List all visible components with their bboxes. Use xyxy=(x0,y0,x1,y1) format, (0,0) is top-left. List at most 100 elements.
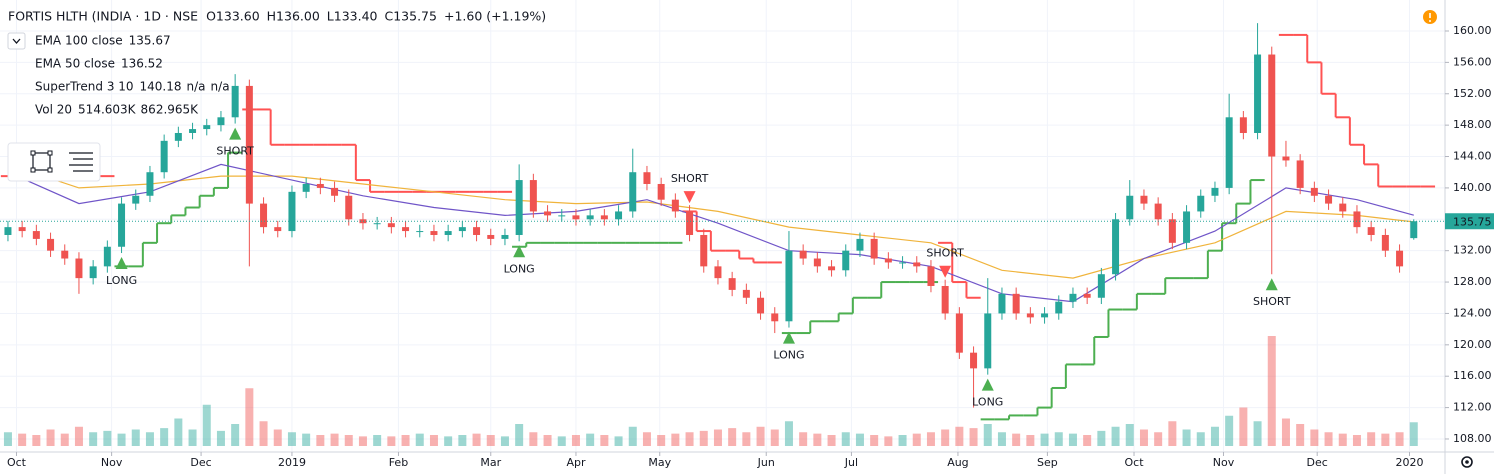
volume-bar xyxy=(1409,422,1418,446)
volume-bar xyxy=(827,435,836,446)
y-tick-label: 112.00 xyxy=(1453,401,1492,414)
indicator-name: SuperTrend 3 10 xyxy=(35,80,134,94)
x-tick-label: 2020 xyxy=(1395,456,1423,469)
volume-bar xyxy=(444,436,453,446)
volume-bar xyxy=(231,424,240,446)
volume-bar xyxy=(685,432,694,446)
candle-body xyxy=(75,258,83,279)
candle-body xyxy=(1254,54,1262,133)
ohlc-label: H136.00 xyxy=(267,9,320,24)
candle-body xyxy=(4,227,12,235)
candle-body xyxy=(146,172,154,196)
select-handle xyxy=(30,167,36,173)
volume-bar xyxy=(103,430,112,446)
drawing-toolbar[interactable] xyxy=(7,142,101,182)
indicator-value: 135.67 xyxy=(129,34,171,48)
x-tick-label: 2019 xyxy=(278,456,306,469)
volume-bar xyxy=(216,430,225,446)
candle-body xyxy=(302,183,310,192)
volume-bar xyxy=(1168,421,1177,446)
y-tick-label: 152.00 xyxy=(1453,87,1492,100)
candle-body xyxy=(118,203,126,247)
volume-bar xyxy=(1296,424,1305,446)
candle-body xyxy=(1282,156,1290,161)
volume-bar xyxy=(259,421,268,446)
volume-bar xyxy=(330,433,339,446)
candle-body xyxy=(1069,293,1077,302)
candle-body xyxy=(160,140,168,173)
candle-body xyxy=(1367,227,1375,235)
volume-bar xyxy=(117,433,126,446)
candle-body xyxy=(1083,293,1091,298)
y-tick-label: 160.00 xyxy=(1453,24,1492,37)
legend-toggle[interactable] xyxy=(7,32,26,50)
volume-bar xyxy=(1225,415,1234,446)
indicator-value: 862.965K xyxy=(141,103,200,117)
signal-label: SHORT xyxy=(1253,295,1291,308)
candle-body xyxy=(32,231,40,239)
volume-bar xyxy=(557,436,566,446)
candle-body xyxy=(1268,54,1276,157)
y-tick-label: 128.00 xyxy=(1453,275,1492,288)
candle-body xyxy=(416,231,424,233)
volume-bar xyxy=(458,435,467,446)
indicator-name: EMA 100 close xyxy=(35,34,123,48)
settings-icon[interactable] xyxy=(1461,456,1473,468)
volume-bar xyxy=(926,432,935,446)
volume-bar xyxy=(1154,432,1163,446)
y-tick-label: 116.00 xyxy=(1453,369,1492,382)
candle-body xyxy=(1168,219,1176,243)
candle-body xyxy=(61,250,69,259)
candle-body xyxy=(245,85,253,204)
candle-body xyxy=(927,266,935,286)
volume-bar xyxy=(89,432,98,446)
volume-bar xyxy=(884,436,893,446)
candle-body xyxy=(1041,313,1049,318)
select-icon xyxy=(32,152,51,171)
candle-body xyxy=(288,191,296,232)
candle-body xyxy=(629,172,637,212)
chart-title: FORTIS HLTH (INDIA · 1D · NSE xyxy=(8,9,198,24)
volume-bar xyxy=(784,421,793,446)
y-tick-label: 132.00 xyxy=(1453,244,1492,257)
x-tick-label: Mar xyxy=(480,456,501,469)
signal-label: LONG xyxy=(773,349,804,362)
volume-bar xyxy=(586,433,595,446)
ohlc-label: +1.60 (+1.19%) xyxy=(444,9,546,24)
y-tick-label: 148.00 xyxy=(1453,118,1492,131)
x-tick-label: Apr xyxy=(566,456,586,469)
volume-bar xyxy=(1196,432,1205,446)
volume-bar xyxy=(799,432,808,446)
volume-bar xyxy=(898,435,907,446)
volume-bar xyxy=(770,429,779,446)
candle-body xyxy=(18,227,26,232)
volume-bar xyxy=(870,435,879,446)
volume-bar xyxy=(74,426,83,446)
candle-body xyxy=(728,278,736,290)
volume-bar xyxy=(614,436,623,446)
volume-bar xyxy=(855,433,864,446)
candle-body xyxy=(671,199,679,212)
candle-body xyxy=(402,227,410,232)
candle-body xyxy=(1197,195,1205,212)
candle-body xyxy=(1126,195,1134,220)
candle-body xyxy=(998,293,1006,314)
x-tick-label: Aug xyxy=(947,456,968,469)
volume-bar xyxy=(316,435,325,446)
signal-label: SHORT xyxy=(926,247,964,260)
select-handle xyxy=(47,150,53,156)
candle-body xyxy=(600,215,608,220)
volume-bar xyxy=(600,435,609,446)
candle-body xyxy=(742,289,750,298)
signal-marker xyxy=(513,245,526,258)
volume-bar xyxy=(32,435,41,446)
signal-marker xyxy=(782,331,795,344)
x-tick-label: Nov xyxy=(1213,456,1235,469)
candle-body xyxy=(913,262,921,267)
volume-bar xyxy=(571,435,580,446)
volume-bar xyxy=(486,435,495,446)
ui-chrome xyxy=(7,10,1473,468)
candle-body xyxy=(132,195,140,204)
volume-bar xyxy=(1210,426,1219,446)
signal-marker xyxy=(115,257,128,270)
